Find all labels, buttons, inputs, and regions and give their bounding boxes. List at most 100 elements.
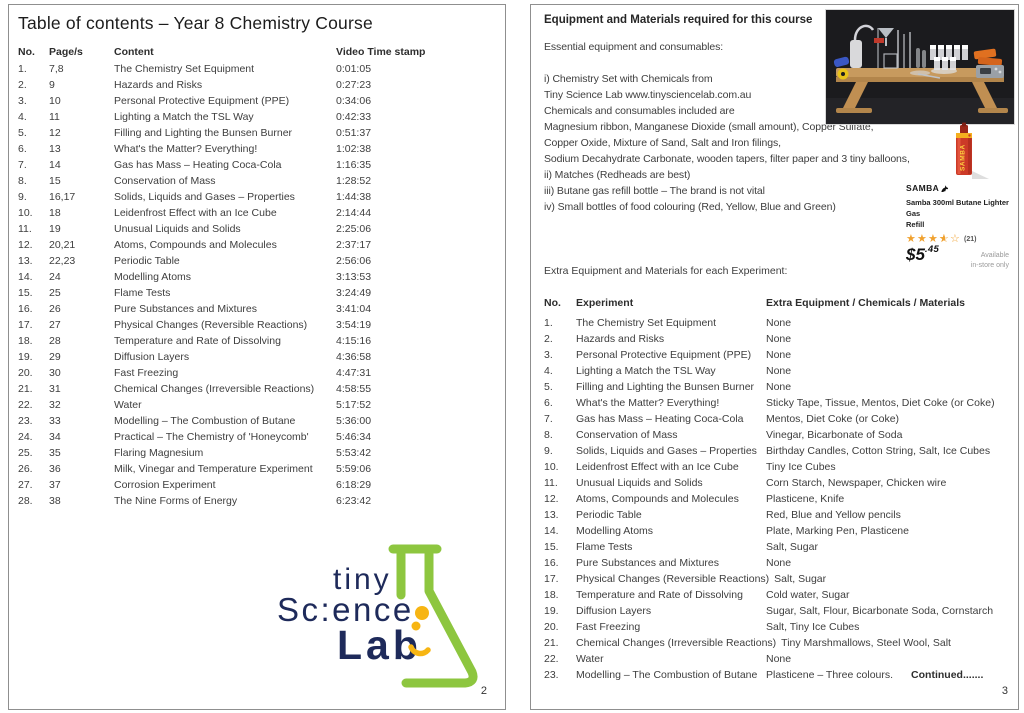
row-content: Milk, Vinegar and Temperature Experiment <box>114 463 313 475</box>
row-timestamp: 5:17:52 <box>336 399 372 411</box>
row-content: Leidenfrost Effect with an Ice Cube <box>114 207 277 219</box>
table-row: 7. 14 Gas has Mass – Heating Coca-Cola 1:16… <box>18 157 425 173</box>
row-pages: 34 <box>49 431 61 443</box>
row-no: 21. <box>18 383 33 395</box>
row-no: 5. <box>18 127 27 139</box>
row-experiment: Personal Protective Equipment (PPE) <box>576 349 752 361</box>
table-row: 28. 38 The Nine Forms of Energy 6:23:42 <box>18 493 425 509</box>
row-experiment: Diffusion Layers <box>576 605 652 617</box>
row-timestamp: 2:25:06 <box>336 223 372 235</box>
row-content: Flame Tests <box>114 287 171 299</box>
table-row: 22. 32 Water 5:17:52 <box>18 397 425 413</box>
row-no: 19. <box>18 351 33 363</box>
row-extra: None <box>766 557 792 569</box>
product-name: Samba 300ml Butane Lighter Gas Refill <box>906 198 1009 229</box>
row-pages: 29 <box>49 351 61 363</box>
table-row: 26. 36 Milk, Vinegar and Temperature Exper… <box>18 461 425 477</box>
brand-name: SAMBA <box>906 183 940 193</box>
row-no: 6. <box>18 143 27 155</box>
row-pages: 18 <box>49 207 61 219</box>
row-pages: 13 <box>49 143 61 155</box>
table-row: 11. 19 Unusual Liquids and Solids 2:25:06 <box>18 221 425 237</box>
row-no: 2. <box>18 79 27 91</box>
row-timestamp: 3:24:49 <box>336 287 372 299</box>
row-extra: Salt, Sugar <box>774 573 827 585</box>
row-experiment: Atoms, Compounds and Molecules <box>576 493 739 505</box>
row-no: 18. <box>18 335 33 347</box>
row-no: 11. <box>544 477 558 489</box>
table-row: 17. 27 Physical Changes (Reversible Reacti… <box>18 317 425 333</box>
row-extra: None <box>766 349 792 361</box>
table-row: 10. Leidenfrost Effect with an Ice Cube Ti… <box>544 459 995 475</box>
row-extra: Plate, Marking Pen, Plasticene <box>766 525 909 537</box>
table-row: 15. Flame Tests Salt, Sugar <box>544 539 995 555</box>
row-no: 2. <box>544 333 553 345</box>
row-pages: 11 <box>49 111 60 123</box>
row-no: 21. <box>544 637 559 649</box>
row-timestamp: 5:59:06 <box>336 463 372 475</box>
row-extra: Mentos, Diet Coke (or Coke) <box>766 413 900 425</box>
logo-word-tiny: tiny <box>333 563 392 596</box>
row-pages: 20,21 <box>49 239 76 251</box>
row-content: Solids, Liquids and Gases – Properties <box>114 191 295 203</box>
intro-line: Magnesium ribbon, Manganese Dioxide (sma… <box>544 121 874 133</box>
intro-paragraph: Essential equipment and consumables: i) … <box>544 39 910 215</box>
row-no: 18. <box>544 589 559 601</box>
can-label: SAMBA <box>960 144 967 171</box>
row-no: 20. <box>18 367 33 379</box>
table-row: 12. Atoms, Compounds and Molecules Plastic… <box>544 491 995 507</box>
row-no: 3. <box>544 349 553 361</box>
star-full-icon: ★ <box>928 233 938 245</box>
row-pages: 10 <box>49 95 61 107</box>
row-no: 13. <box>18 255 33 267</box>
col-header-experiment: Experiment <box>576 297 634 309</box>
row-extra: Vinegar, Bicarbonate of Soda <box>766 429 903 441</box>
logo-yellow-dot-small <box>411 621 421 631</box>
table-row: 20. Fast Freezing Salt, Tiny Ice Cubes <box>544 619 995 635</box>
row-pages: 36 <box>49 463 61 475</box>
toc-header-row: No. Page/s Content Video Time stamp <box>18 44 425 60</box>
star-empty-icon: ☆ <box>950 233 960 245</box>
table-row: 19. 29 Diffusion Layers 4:36:58 <box>18 349 425 365</box>
row-no: 5. <box>544 381 553 393</box>
row-pages: 32 <box>49 399 61 411</box>
row-timestamp: 2:14:44 <box>336 207 372 219</box>
row-extra: Corn Starch, Newspaper, Chicken wire <box>766 477 947 489</box>
row-no: 16. <box>544 557 559 569</box>
row-continued: Continued....... <box>911 669 984 681</box>
row-pages: 22,23 <box>49 255 76 267</box>
row-pages: 37 <box>49 479 61 491</box>
chemistry-set-photo <box>825 9 1015 125</box>
table-row: 11. Unusual Liquids and Solids Corn Starch… <box>544 475 995 491</box>
table-row: 24. 34 Practical – The Chemistry of 'Honey… <box>18 429 425 445</box>
row-experiment: Hazards and Risks <box>576 333 665 345</box>
section-heading: Equipment and Materials required for thi… <box>544 14 813 26</box>
row-content: Gas has Mass – Heating Coca-Cola <box>114 159 282 171</box>
kangaroo-icon <box>941 185 949 193</box>
flask-icon <box>388 544 478 688</box>
row-pages: 16,17 <box>49 191 76 203</box>
row-extra: Salt, Tiny Ice Cubes <box>766 621 860 633</box>
row-content: Hazards and Risks <box>114 79 203 91</box>
row-experiment: Solids, Liquids and Gases – Properties <box>576 445 757 457</box>
row-pages: 12 <box>49 127 61 139</box>
row-timestamp: 3:41:04 <box>336 303 372 315</box>
table-row: 14. Modelling Atoms Plate, Marking Pen, Pl… <box>544 523 995 539</box>
row-content: What's the Matter? Everything! <box>114 143 258 155</box>
row-no: 9. <box>18 191 27 203</box>
row-extra: Salt, Sugar <box>766 541 818 553</box>
row-pages: 38 <box>49 495 61 507</box>
intro-line: i) Chemistry Set with Chemicals from <box>544 73 713 85</box>
row-experiment: The Chemistry Set Equipment <box>576 317 717 329</box>
page-title: Table of contents – Year 8 Chemistry Cou… <box>18 13 373 33</box>
star-full-icon: ★ <box>917 233 927 245</box>
row-experiment: Leidenfrost Effect with an Ice Cube <box>576 461 739 473</box>
row-experiment: What's the Matter? Everything! <box>576 397 720 409</box>
row-content: Filling and Lighting the Bunsen Burner <box>114 127 293 139</box>
col-header-content: Content <box>114 46 154 58</box>
right-page: Equipment and Materials required for thi… <box>530 4 1019 710</box>
row-content: Lighting a Match the TSL Way <box>114 111 254 123</box>
row-no: 1. <box>18 63 27 75</box>
intro-line: ii) Matches (Redheads are best) <box>544 169 691 181</box>
row-experiment: Modelling – The Combustion of Butane <box>576 669 758 681</box>
